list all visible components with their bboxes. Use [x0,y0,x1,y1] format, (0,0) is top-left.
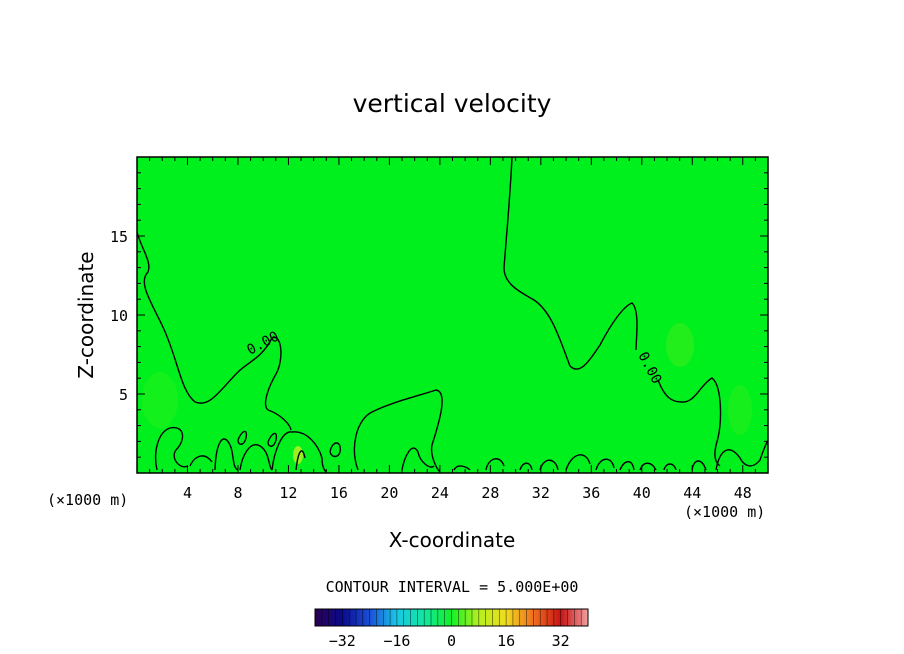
colorbar: −32 −16 0 16 32 [314,608,589,650]
contour-line-left [137,231,292,431]
contour-line-center [503,157,638,370]
contour-line-right [657,377,722,467]
colorbar-tick-label: 0 [447,632,456,650]
x-tick-label: 24 [431,484,449,502]
x-tick-label: 16 [330,484,348,502]
y-axis-title: Z-coordinate [74,251,98,378]
x-axis-title: X-coordinate [389,528,516,552]
x-tick-label: 4 [183,484,192,502]
x-unit-label-left: (×1000 m) [47,491,128,509]
y-tick-label: 5 [119,386,128,404]
contour-cells-right [237,430,768,471]
contour-lines [137,157,768,473]
velocity-field [137,157,768,473]
y-tick-label: 15 [110,228,128,246]
x-tick-label: 36 [582,484,600,502]
x-tick-label: 32 [532,484,550,502]
colorbar-frame [314,608,589,627]
colorbar-tick-label: −32 [329,632,356,650]
x-tick-label: 8 [233,484,242,502]
plot-area: 0.00 0.00 [136,156,769,474]
x-unit-label-right: (×1000 m) [684,503,765,521]
x-tick-label: 12 [279,484,297,502]
x-tick-label: 20 [380,484,398,502]
colorbar-ticks: −32 −16 0 16 32 [329,632,570,650]
colorbar-tick-label: 32 [552,632,570,650]
contour-cells-left [154,426,341,473]
colorbar-bin-lines [314,609,589,626]
contour-bubble-24 [353,389,443,473]
y-axis-ticks: 5 10 15 [110,156,768,474]
x-tick-label: 40 [633,484,651,502]
field-shading [142,323,752,464]
y-tick-label: 10 [110,307,128,325]
x-tick-label: 28 [481,484,499,502]
colorbar-tick-label: 16 [497,632,515,650]
x-tick-label: 48 [734,484,752,502]
chart-title: vertical velocity [353,89,552,118]
contour-interval-label: CONTOUR INTERVAL = 5.000E+00 [326,578,579,596]
x-axis-ticks: 4 8 12 16 20 24 28 32 36 40 44 48 [136,157,769,502]
x-tick-label: 44 [683,484,701,502]
colorbar-tick-label: −16 [383,632,410,650]
